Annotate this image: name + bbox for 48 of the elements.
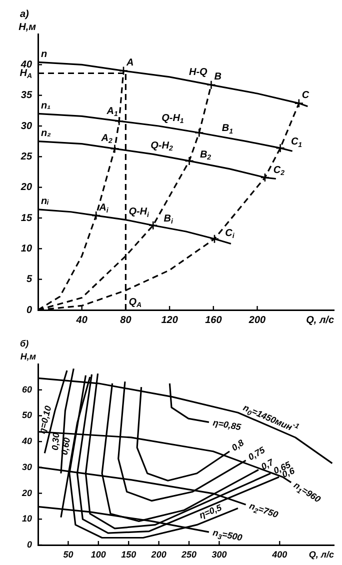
annotation: A <box>126 58 134 69</box>
y-tick-label: 0 <box>26 539 32 550</box>
y-tick-label: 40 <box>20 59 32 70</box>
y-axis-title: H,м <box>20 351 36 362</box>
x-axis-title: Q, л/с <box>308 549 334 560</box>
x-tick-label: 100 <box>90 549 106 560</box>
x-tick-label: 250 <box>180 549 197 560</box>
y-tick-label: 20 <box>20 488 32 498</box>
annotation: n₁ <box>41 100 52 112</box>
annotation: n₂ <box>41 128 52 140</box>
annotation: 0,8 <box>230 438 246 453</box>
x-tick-label: 160 <box>205 314 222 326</box>
x-axis-title: Q, л/с <box>306 314 334 326</box>
x-tick-label: 120 <box>161 314 178 326</box>
y-axis-title: H,м <box>18 22 37 33</box>
annotation: 0,75 <box>246 444 268 462</box>
annotation: H-Q <box>189 66 208 78</box>
annotation: η=0,5 <box>198 502 224 520</box>
y-tick-label: 0 <box>26 304 32 316</box>
y-tick-label: 50 <box>22 410 32 420</box>
y-tick-label: 10 <box>22 514 32 524</box>
x-tick-label: 200 <box>150 549 166 560</box>
y-tick-label: 40 <box>20 436 32 446</box>
annotation: η=0,10 <box>36 404 54 435</box>
annotation: nᵢ <box>41 196 50 208</box>
x-tick-label: 50 <box>63 549 74 560</box>
annotation: C <box>302 90 310 102</box>
annotation: n <box>41 48 48 60</box>
y-tick-label: 15 <box>20 212 32 224</box>
y-tick-label: 60 <box>22 384 32 394</box>
x-tick-label: 40 <box>75 314 88 326</box>
chart-title: а) <box>20 8 30 20</box>
annotation: 0,30 <box>50 432 62 451</box>
y-tick-label: 30 <box>20 120 32 132</box>
chart-title: б) <box>20 338 29 348</box>
y-tick-label: 10 <box>20 243 32 254</box>
y-tick-label: 35 <box>20 90 32 102</box>
x-tick-label: 200 <box>248 314 266 326</box>
y-tick-label: 20 <box>20 182 32 194</box>
y-tick-label: 30 <box>22 462 32 472</box>
y-tick-label: 25 <box>20 151 32 162</box>
x-tick-label: 300 <box>212 549 227 560</box>
y-tick-label: 5 <box>26 274 32 286</box>
annotation: B <box>214 72 222 83</box>
x-tick-label: 150 <box>121 549 136 560</box>
annotation: η=0,85 <box>212 417 243 432</box>
x-tick-label: 400 <box>271 549 288 560</box>
x-tick-label: 80 <box>120 314 132 326</box>
